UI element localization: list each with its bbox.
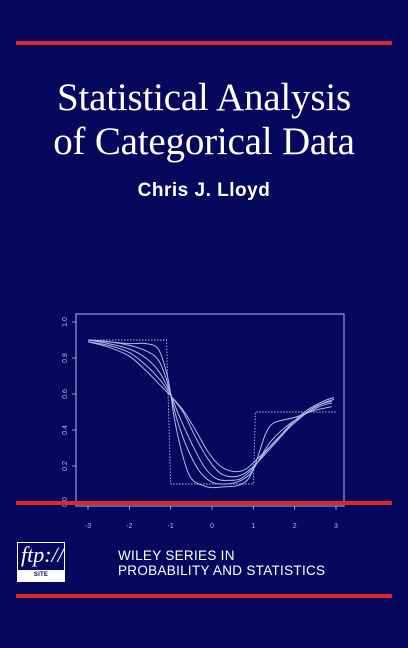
ftp-label: ftp:// bbox=[21, 542, 64, 567]
site-available-label: SITE AVAILABLE bbox=[18, 570, 64, 589]
smooth-curve-1 bbox=[87, 339, 332, 489]
top-red-rule bbox=[16, 41, 392, 45]
smooth-curve-3 bbox=[87, 339, 333, 481]
book-title: Statistical Analysis of Categorical Data bbox=[0, 76, 408, 164]
x-tick-label: -1 bbox=[168, 523, 174, 530]
x-tick-label: 0 bbox=[210, 523, 214, 530]
y-tick-label: 0.8 bbox=[62, 353, 69, 363]
curve-group bbox=[87, 339, 336, 489]
smooth-curve-4 bbox=[87, 341, 335, 478]
x-tick-label: -3 bbox=[85, 523, 91, 530]
y-tick-label: 0.4 bbox=[62, 425, 69, 435]
ftp-site-badge: ftp:// SITE AVAILABLE bbox=[17, 542, 65, 589]
x-tick-label: 1 bbox=[251, 523, 255, 530]
y-tick-label: 0.6 bbox=[62, 389, 69, 399]
x-tick-label: 2 bbox=[293, 523, 297, 530]
x-tick-label: 3 bbox=[334, 523, 338, 530]
x-axis: -3 -2 -1 0 1 2 3 bbox=[85, 506, 338, 530]
author-name: Chris J. Lloyd bbox=[137, 180, 271, 201]
title-line-2: of Categorical Data bbox=[53, 120, 355, 163]
title-line-1: Statistical Analysis bbox=[57, 76, 351, 119]
series-line-1: WILEY SERIES IN bbox=[118, 548, 235, 563]
y-tick-label: 0.2 bbox=[62, 461, 69, 471]
step-reference-line bbox=[88, 339, 336, 485]
smooth-curve-2 bbox=[87, 339, 333, 485]
plot-frame bbox=[75, 313, 345, 507]
middle-red-rule bbox=[16, 501, 392, 505]
y-axis: 0.00.20.40.60.81.0 bbox=[62, 317, 76, 507]
y-tick-label: 1.0 bbox=[62, 317, 69, 327]
bottom-red-rule bbox=[16, 594, 392, 598]
smooth-curve-5 bbox=[87, 341, 335, 473]
series-line-2: PROBABILITY AND STATISTICS bbox=[118, 563, 326, 578]
series-name: WILEY SERIES IN PROBABILITY AND STATISTI… bbox=[118, 548, 325, 578]
x-tick-label: -2 bbox=[126, 523, 132, 530]
